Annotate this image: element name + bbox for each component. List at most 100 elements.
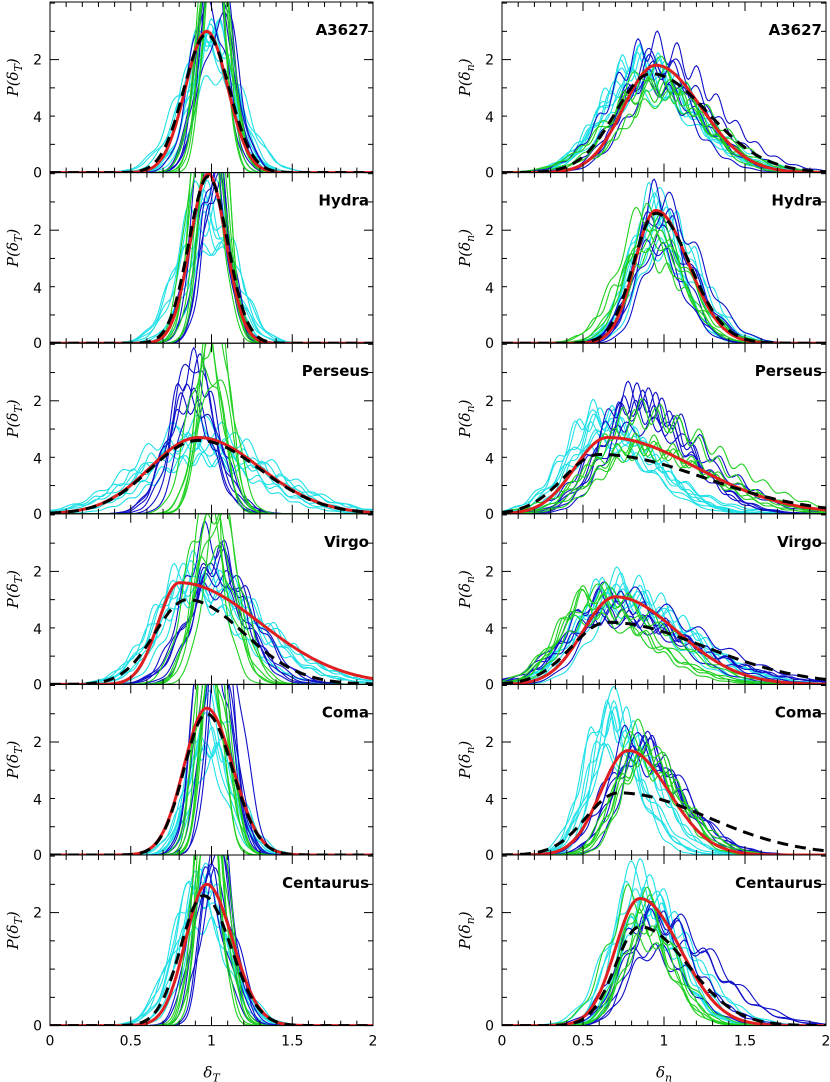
virgo-T-green-curve-2 — [50, 544, 373, 685]
centaurus-T-blue-curve-4 — [50, 855, 373, 1026]
xtick-label-n: 1 — [660, 1034, 669, 1050]
virgo-T-ytick-label: 4 — [33, 451, 42, 467]
perseus-n-red-curve — [502, 436, 826, 514]
a3627-n-cyan-curve-1 — [502, 85, 826, 173]
hydra-n-blue-curve-6 — [502, 238, 826, 344]
coma-n-ylabel: P(δn) — [456, 741, 477, 780]
xlabel-T: δT — [203, 1064, 221, 1082]
centaurus-T-cluster-label: Centaurus — [282, 874, 369, 892]
coma-n-green-curve-1 — [502, 730, 826, 856]
centaurus-T-green-curve-5 — [50, 855, 373, 1026]
centaurus-n-green-curve-1 — [502, 912, 826, 1026]
perseus-T-ytick-label: 0 — [33, 507, 42, 523]
virgo-n-red-curve — [502, 595, 826, 685]
hydra-n-green-curve-1 — [502, 228, 826, 344]
hydra-T-cyan-curve-1 — [50, 203, 373, 344]
centaurus-T-green-curve-6 — [50, 855, 373, 1026]
hydra-T-cyan-curve-5 — [50, 211, 373, 344]
hydra-T-blue-curve-4 — [50, 172, 373, 344]
centaurus-n-ytick-label: 0 — [485, 1019, 494, 1035]
xtick-label-n: 0.5 — [572, 1034, 594, 1050]
xtick-label-n: 2 — [822, 1034, 830, 1050]
hydra-n-ylabel: P(δn) — [456, 229, 477, 268]
virgo-n-black-dashed-curve — [502, 620, 826, 685]
centaurus-T-green-curve-3 — [50, 855, 373, 1026]
hydra-T-ytick-label: 4 — [33, 110, 42, 126]
hydra-T-blue-curve-3 — [50, 172, 373, 344]
a3627-n-ytick-label: 0 — [485, 166, 494, 182]
centaurus-n-blue-curve-6 — [502, 904, 826, 1026]
a3627-n-green-curve-3 — [502, 78, 826, 173]
coma-n-blue-curve-5 — [502, 724, 826, 856]
virgo-n-cluster-label: Virgo — [777, 533, 822, 551]
coma-n-blue-curve-2 — [502, 731, 826, 856]
hydra-T-blue-curve-6 — [50, 172, 373, 344]
a3627-n-ytick-label: 2 — [485, 53, 494, 69]
hydra-T-ytick-label: 0 — [33, 336, 42, 352]
coma-n-green-curve-6 — [502, 718, 826, 856]
coma-T-cyan-curve-1 — [50, 742, 373, 856]
hydra-n-ytick-label: 2 — [485, 223, 494, 239]
virgo-T-cyan-curve-5 — [50, 575, 373, 685]
a3627-T-black-dashed-curve — [50, 32, 373, 173]
centaurus-n-cluster-label: Centaurus — [735, 874, 822, 892]
xlabel-n: δn — [656, 1064, 672, 1082]
a3627-n-blue-curve-2 — [502, 30, 826, 173]
coma-T-cyan-curve-4 — [50, 712, 373, 856]
hydra-n-ytick-label: 4 — [485, 110, 494, 126]
hydra-n-green-curve-6 — [502, 247, 826, 344]
virgo-n-ytick-label: 0 — [485, 677, 494, 693]
virgo-T-ytick-label: 0 — [33, 677, 42, 693]
hydra-n-black-dashed-curve — [502, 211, 826, 344]
hydra-n-cyan-curve-1 — [502, 217, 826, 344]
hydra-n-ytick-label: 0 — [485, 336, 494, 352]
a3627-n-cyan-curve-2 — [502, 44, 826, 173]
centaurus-T-cyan-curve-6 — [50, 886, 373, 1026]
coma-n-cyan-curve-3 — [502, 706, 826, 856]
a3627-n-red-curve — [502, 63, 826, 173]
a3627-n-cyan-curve-7 — [502, 51, 826, 173]
perseus-n-ylabel: P(δn) — [456, 399, 477, 438]
perseus-n-green-curve-4 — [502, 406, 826, 514]
centaurus-n-ylabel: P(δn) — [456, 911, 477, 950]
centaurus-T-ylabel: P(δT) — [4, 911, 25, 950]
coma-T-cyan-curve-8 — [50, 742, 373, 856]
virgo-n-green-curve-4 — [502, 588, 826, 685]
coma-n-black-dashed-curve — [502, 791, 826, 856]
perseus-n-blue-curve-5 — [502, 380, 826, 514]
perseus-n-ytick-label: 4 — [485, 281, 494, 297]
coma-n-ytick-label: 4 — [485, 622, 494, 638]
virgo-n-cyan-curve-6 — [502, 587, 826, 685]
virgo-T-cluster-label: Virgo — [324, 533, 369, 551]
virgo-n-blue-curve-4 — [502, 588, 826, 684]
centaurus-T-ytick-label: 2 — [33, 906, 42, 922]
virgo-T-black-dashed-curve — [50, 598, 373, 685]
a3627-T-cyan-curve-1 — [50, 32, 373, 173]
centaurus-T-cyan-curve-5 — [50, 916, 373, 1026]
virgo-n-cyan-curve-3 — [502, 591, 826, 685]
virgo-n-blue-curve-3 — [502, 607, 826, 683]
coma-n-ytick-label: 0 — [485, 848, 494, 864]
perseus-T-cluster-label: Perseus — [302, 362, 369, 380]
coma-T-ytick-label: 0 — [33, 848, 42, 864]
xtick-label-n: 0 — [498, 1034, 507, 1050]
virgo-n-ytick-label: 4 — [485, 451, 494, 467]
a3627-n-black-dashed-curve — [502, 72, 826, 173]
a3627-n-cyan-curve-6 — [502, 51, 826, 173]
a3627-T-cluster-label: A3627 — [316, 21, 369, 39]
hydra-T-cyan-curve-3 — [50, 241, 373, 344]
coma-T-ytick-label: 2 — [33, 735, 42, 751]
centaurus-n-ytick-label: 2 — [485, 906, 494, 922]
centaurus-n-ytick-label: 4 — [485, 793, 494, 809]
perseus-T-ytick-label: 4 — [33, 281, 42, 297]
coma-n-cluster-label: Coma — [775, 703, 822, 721]
centaurus-T-red-curve — [50, 882, 373, 1026]
a3627-T-ytick-label: 2 — [33, 53, 42, 69]
coma-T-cyan-curve-5 — [50, 725, 373, 856]
coma-T-green-curve-1 — [50, 684, 373, 856]
a3627-n-ylabel: P(δn) — [456, 58, 477, 97]
a3627-T-red-curve — [50, 29, 373, 173]
perseus-n-black-dashed-curve — [502, 453, 826, 514]
centaurus-T-cyan-curve-4 — [50, 880, 373, 1026]
